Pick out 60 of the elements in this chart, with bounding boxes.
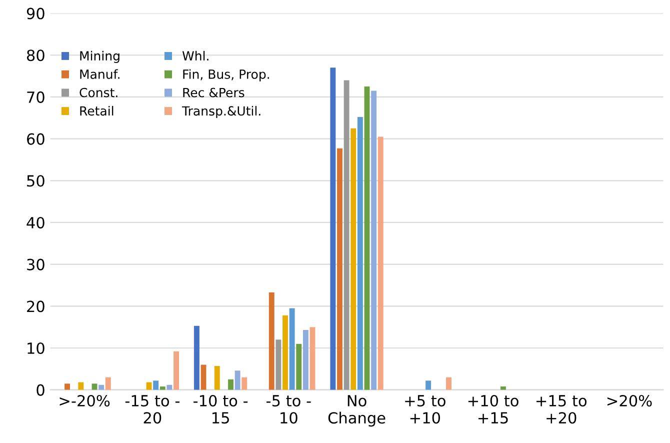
x-tick-label: +5 to +10 (405, 395, 446, 424)
legend-label: Rec &Pers (183, 88, 244, 98)
bar (92, 384, 98, 390)
x-tick-label: +10 to +15 (468, 394, 518, 424)
legend-label: Whl. (182, 50, 208, 60)
y-tick-label: 60 (27, 133, 44, 145)
y-tick-label: 20 (27, 300, 44, 312)
bar (282, 315, 288, 390)
bar (310, 327, 316, 390)
x-tick-label: >20% (607, 394, 652, 407)
bar (214, 366, 220, 390)
bar (276, 340, 282, 390)
x-tick-label: >-20% (60, 394, 110, 407)
bar (268, 292, 274, 390)
x-tick-label: +15 to +20 (536, 395, 587, 424)
bar (78, 382, 84, 390)
bar (500, 386, 506, 390)
y-tick-label: 70 (27, 91, 44, 103)
bar (302, 330, 308, 390)
y-tick-label: 0 (36, 384, 44, 396)
legend-label: Manuf. (80, 69, 120, 79)
y-tick-label: 10 (28, 342, 44, 354)
bar (160, 386, 166, 390)
bar (228, 379, 234, 390)
y-tick-label: 40 (26, 216, 44, 229)
bar (378, 136, 384, 390)
bar (446, 377, 452, 390)
bar (174, 351, 179, 390)
bar (344, 80, 350, 390)
x-tick-label: No Change (328, 395, 386, 427)
bar (194, 326, 200, 390)
bar (234, 370, 240, 390)
x-tick-label: -15 to - 20 (125, 395, 180, 424)
bar (337, 148, 342, 390)
bar (350, 128, 356, 390)
bar (364, 86, 370, 390)
y-tick-label: 30 (27, 258, 44, 270)
y-tick-label: 80 (26, 50, 44, 62)
legend-label: Const. (80, 88, 118, 98)
bar (371, 90, 377, 390)
bar (296, 344, 302, 390)
bar (153, 380, 159, 390)
y-tick-label: 90 (26, 8, 44, 20)
bar (200, 364, 206, 390)
x-tick-label: -10 to - 15 (194, 394, 248, 424)
bar (105, 377, 111, 390)
bar (289, 308, 295, 390)
bar (242, 377, 248, 390)
x-tick-label: -5 to - 10 (266, 395, 311, 424)
legend-label: Retail (80, 106, 114, 116)
legend-label: Fin, Bus, Prop. (183, 69, 269, 82)
bar (166, 384, 172, 390)
bar (357, 117, 363, 390)
bar (98, 384, 104, 390)
legend-label: Mining (80, 50, 120, 63)
bar (64, 384, 70, 390)
legend-label: Transp.&Util. (182, 106, 260, 118)
bar (426, 380, 432, 390)
bar (330, 68, 336, 390)
y-tick-label: 50 (27, 175, 44, 187)
